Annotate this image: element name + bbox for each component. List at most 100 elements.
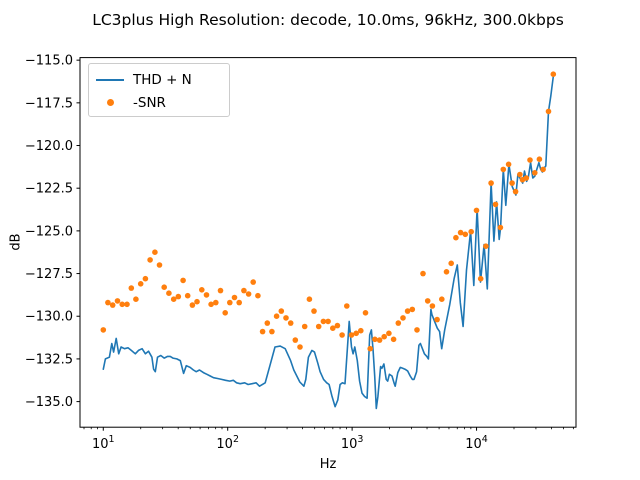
snr-dot <box>227 299 233 306</box>
snr-dot <box>448 260 455 267</box>
snr-dot <box>505 161 512 168</box>
snr-dot <box>523 175 530 181</box>
snr-dot <box>497 224 504 231</box>
snr-dot <box>320 318 327 325</box>
snr-dot <box>142 275 149 282</box>
thd-n-line <box>102 76 555 410</box>
y-tick-label: −130.0 <box>25 310 73 325</box>
snr-dot <box>500 166 507 173</box>
snr-dot <box>325 318 331 325</box>
snr-dot <box>194 298 200 305</box>
snr-dot <box>434 316 440 323</box>
y-tick-label: −120.0 <box>25 139 73 154</box>
snr-dot <box>278 308 285 314</box>
x-tick-label: 102 <box>216 434 239 452</box>
snr-dot <box>161 284 167 291</box>
snr-dot <box>109 302 116 308</box>
x-tick-label: 101 <box>92 434 115 452</box>
legend-label-snr: -SNR <box>133 94 166 111</box>
y-tick-label: −132.5 <box>25 352 73 367</box>
snr-dot <box>453 234 459 241</box>
snr-dot <box>306 296 313 303</box>
snr-dot <box>372 336 378 343</box>
x-axis-label: Hz <box>319 457 337 472</box>
snr-dot <box>381 333 388 340</box>
snr-dot <box>255 292 261 299</box>
snr-dot <box>292 337 299 343</box>
snr-dot <box>245 291 252 297</box>
snr-dot <box>395 320 402 326</box>
snr-dot <box>334 322 341 329</box>
snr-dot <box>152 249 158 255</box>
snr-dot <box>133 296 139 303</box>
chart-title: LC3plus High Resolution: decode, 10.0ms,… <box>92 11 564 29</box>
snr-dot <box>488 180 494 186</box>
y-tick-label: −135.0 <box>25 395 73 410</box>
thd-n-line-swatch <box>96 78 124 81</box>
snr-dot <box>330 325 336 332</box>
snr-dot <box>241 287 247 294</box>
snr-dot <box>473 207 480 214</box>
snr-dot <box>540 166 546 173</box>
snr-dot <box>353 330 360 337</box>
legend-label-thd-n: THD + N <box>133 71 192 88</box>
snr-dot <box>443 269 450 275</box>
snr-dot <box>344 303 350 309</box>
snr-dot <box>264 320 271 326</box>
legend-line-sample <box>96 78 124 81</box>
snr-dot <box>269 328 275 335</box>
snr-dot-swatch <box>106 99 114 106</box>
snr-dot <box>100 327 107 333</box>
snr-dot <box>301 323 308 330</box>
snr-dot <box>358 327 364 334</box>
snr-dot <box>457 229 464 236</box>
snr-dot <box>545 108 552 115</box>
snr-dot <box>147 257 153 263</box>
snr-dot <box>273 313 280 320</box>
snr-dot <box>390 336 397 343</box>
snr-dot <box>297 344 303 350</box>
snr-dot <box>483 243 489 249</box>
snr-dot <box>439 296 445 303</box>
snr-dot <box>315 323 322 330</box>
snr-dot <box>222 310 228 316</box>
snr-dot <box>532 170 538 176</box>
snr-dot <box>259 328 266 335</box>
snr-dot <box>311 308 317 314</box>
y-tick-label: −125.0 <box>25 224 73 239</box>
y-axis-label: dB <box>8 233 24 251</box>
snr-dot <box>376 337 383 343</box>
y-tick-label: −117.5 <box>25 96 73 111</box>
snr-dot <box>536 156 543 162</box>
snr-dot <box>512 188 519 195</box>
snr-dot <box>119 301 125 308</box>
snr-dot <box>339 332 345 338</box>
snr-dot <box>137 281 144 287</box>
axes-frame <box>79 57 577 428</box>
snr-dot <box>180 277 186 284</box>
snr-dot <box>492 201 499 208</box>
snr-dot <box>404 308 411 314</box>
snr-dot <box>550 71 557 77</box>
snr-dot <box>400 315 406 321</box>
legend-dot-sample <box>96 99 124 106</box>
legend-item-thd-n: THD + N <box>96 68 229 91</box>
snr-dot <box>175 293 182 300</box>
x-tick-label: 104 <box>465 434 488 452</box>
legend-item-snr: -SNR <box>96 91 229 114</box>
snr-dot <box>424 298 431 304</box>
snr-dot <box>203 292 210 298</box>
snr-dot <box>236 299 242 306</box>
snr-dot <box>287 320 294 326</box>
y-tick-label: −127.5 <box>25 267 73 282</box>
snr-dot <box>283 315 289 321</box>
snr-dot <box>208 301 214 308</box>
x-tick-label: 103 <box>341 434 364 452</box>
y-tick-label: −122.5 <box>25 182 73 197</box>
y-tick-label: −115.0 <box>25 54 73 69</box>
snr-dot <box>509 180 515 186</box>
snr-dot <box>462 231 469 238</box>
snr-dot <box>468 228 475 235</box>
